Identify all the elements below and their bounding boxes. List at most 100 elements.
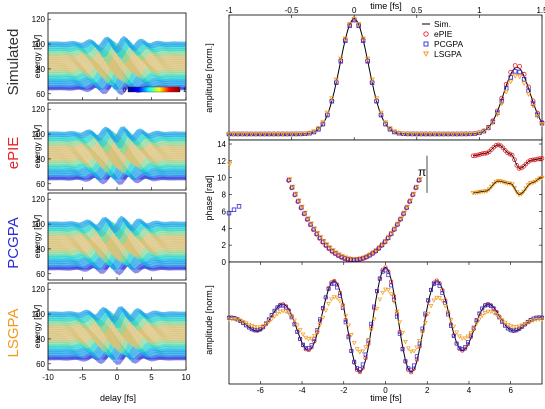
lsgpa-point [324,110,331,116]
energy-tick-label: 60 [36,270,45,279]
lsgpa-point [411,349,417,354]
bottom-x-tick-label: 4 [467,386,472,395]
lsgpa-point [522,322,528,327]
lsgpa-point [405,131,411,137]
lsgpa-point [516,74,523,80]
lsgpa-point [445,132,451,137]
energy-tick-label: 120 [32,285,46,294]
lsgpa-point [534,114,541,120]
lsgpa-point [272,314,277,319]
bottom-x-tick-label: 2 [425,386,430,395]
lsgpa-point [391,299,397,305]
pcgpa-point [360,362,365,367]
pcgpa-point [343,320,348,325]
pcgpa-point [491,306,496,311]
lsgpa-point [300,332,306,337]
lsgpa-point [239,132,246,137]
pcgpa-point [517,326,522,331]
pcgpa-point [346,335,351,340]
lsgpa-point [288,131,295,137]
lsgpa-point [519,323,525,328]
phase-point [512,157,517,162]
lsgpa-point [463,131,469,137]
spectrogram-panel: 120 100 80 60 energy [eV] [32,192,187,281]
pcgpa-point [325,112,330,118]
pcgpa-point [320,305,325,310]
energy-tick-label: 120 [32,195,46,204]
lsgpa-point [490,120,496,126]
pcgpa-point [420,326,425,331]
pcgpa-point [377,276,382,281]
phase-point [516,192,522,198]
phase-point [509,182,515,188]
phase-point [299,204,305,210]
pcgpa-point [363,352,368,357]
row-title-lsgpa: LSGPA [5,309,22,358]
phase-tick-label: 0 [222,258,227,267]
lsgpa-point [360,349,366,354]
lsgpa-point [494,112,500,118]
lsgpa-point [252,325,258,330]
pcgpa-point [320,121,326,127]
lsgpa-point [351,341,357,346]
pcgpa-point [446,312,451,317]
energy-axis-label: energy [eV] [32,35,42,78]
lsgpa-point [420,330,425,335]
pcgpa-point [463,345,468,350]
pcgpa-point [244,323,249,328]
lsgpa-point [462,336,468,341]
lsgpa-point [471,326,477,331]
phase-point [318,235,324,240]
lsgpa-point [442,304,448,309]
lsgpa-point [428,304,434,309]
pcgpa-point [343,38,348,43]
lsgpa-point [432,132,438,137]
energy-axis-label: energy [eV] [32,215,42,258]
pcgpa-point [355,366,359,371]
bottom-x-tick-label: -6 [257,386,265,395]
top-x-tick-label: -1 [225,6,233,15]
epie-point [394,311,399,316]
lsgpa-point [528,319,534,324]
phase-point [535,156,540,162]
colorbar-max-label: 1 [183,88,187,94]
pcgpa-point [338,59,343,64]
phase-tick-label: 6 [222,207,227,216]
pcgpa-point [278,303,283,308]
lsgpa-point [437,296,442,301]
lsgpa-point [479,313,485,319]
phase-point [511,185,518,191]
spectrogram-panel: 120 100 80 60 energy [eV] [32,102,187,191]
lsgpa-point [494,312,499,318]
energy-tick-label: 80 [36,155,45,164]
epie-point [437,281,442,286]
lsgpa-point [422,320,428,326]
epie-point [389,279,394,284]
lsgpa-point [477,317,482,322]
lsgpa-point [482,311,488,316]
phase-tick-label: 4 [222,224,227,233]
phase-point [514,190,520,195]
phase-annotation: π [418,165,426,179]
lsgpa-point [373,96,380,102]
phase-point [226,210,232,216]
top-ylabel: amplitude [norm.] [204,43,214,113]
energy-tick-label: 80 [36,335,45,344]
pcgpa-point [258,327,263,331]
delay-tick-label: 0 [115,373,120,382]
phase-point [404,204,411,210]
lsgpa-point [343,314,349,319]
lsgpa-point [445,310,451,315]
pcgpa-point [298,337,303,341]
mid-ylabel: phase [rad] [204,175,214,220]
phase-point [302,210,308,216]
pcgpa-point [309,343,314,348]
phase-point [502,148,508,153]
lsgpa-point [366,337,371,343]
lsgpa-point [351,17,357,22]
lsgpa-point [302,131,308,137]
phase-point [496,142,501,148]
lsgpa-point [423,131,429,137]
